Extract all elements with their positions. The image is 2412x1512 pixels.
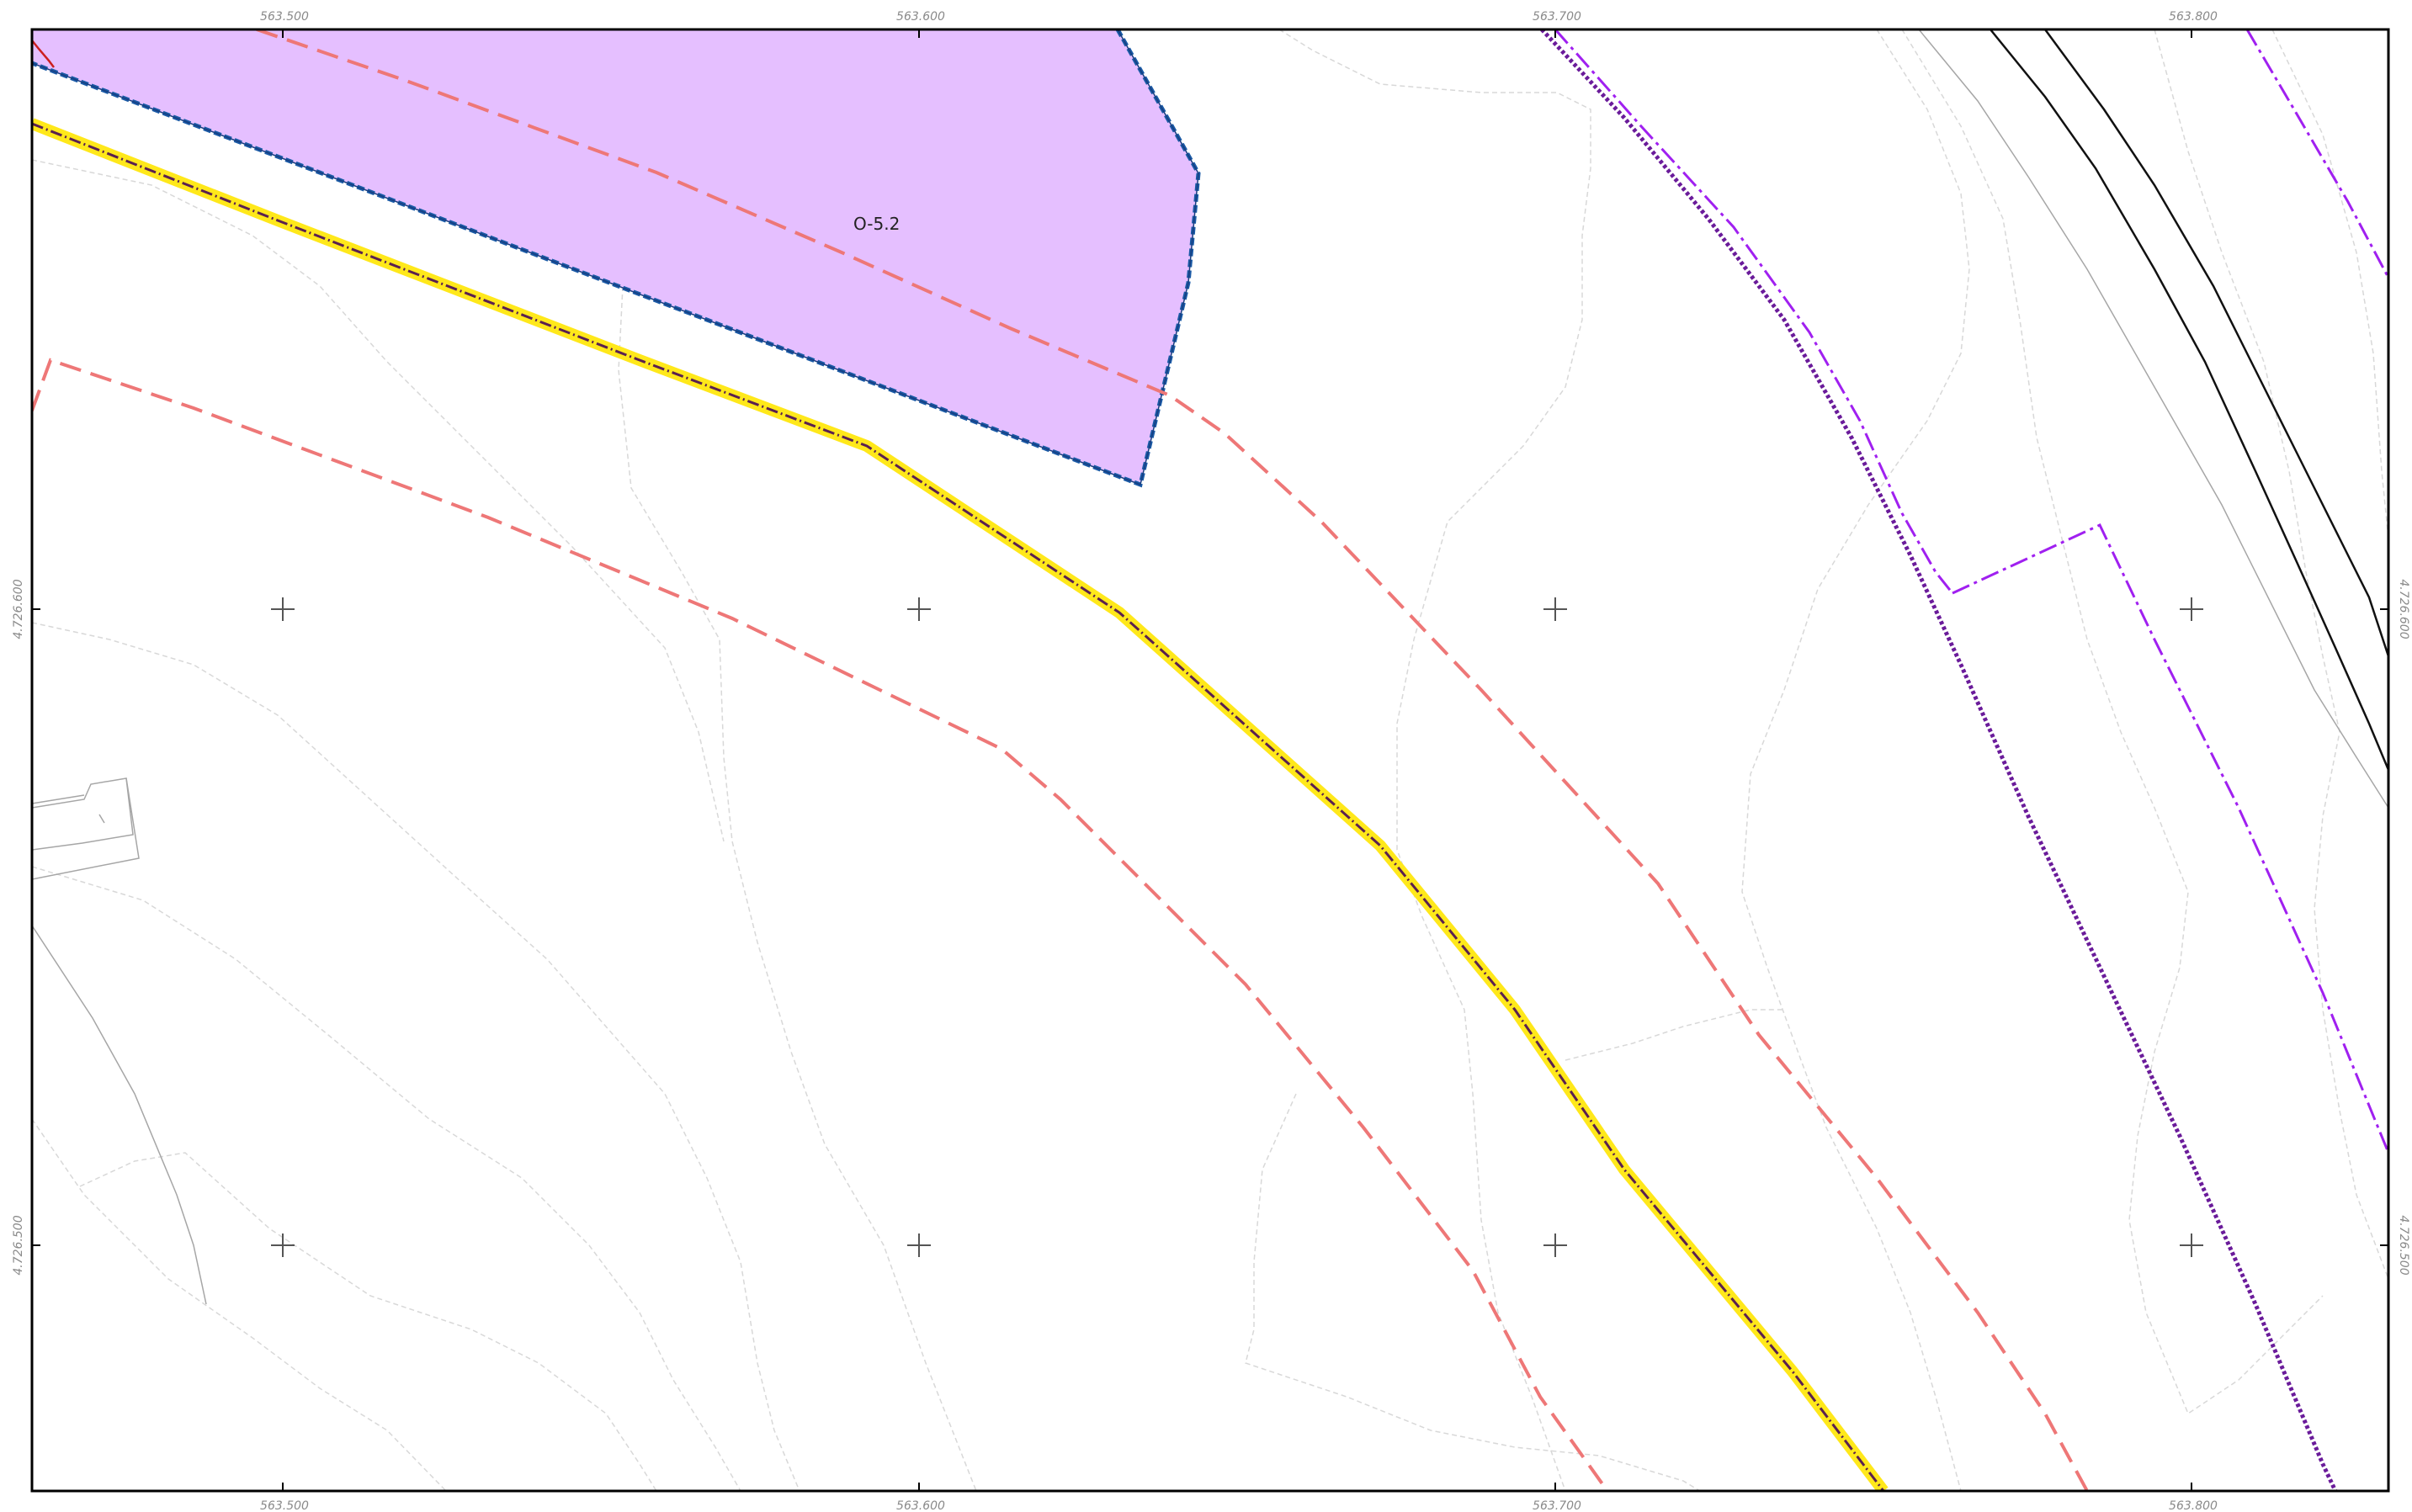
building-outline — [32, 778, 139, 879]
road-lines — [1990, 29, 2388, 770]
grid-cross — [2180, 597, 2203, 621]
contour-lines — [32, 29, 2388, 1491]
offset-line-south — [32, 360, 1607, 1491]
grid-cross — [1543, 1233, 1567, 1257]
easting-label: 563.700 — [1533, 10, 1581, 24]
building-outline — [32, 795, 84, 804]
zone-polygon-o-5-2[interactable] — [32, 29, 1198, 485]
northing-label: 4.726.500 — [12, 1215, 25, 1275]
easting-label: 563.800 — [2169, 10, 2218, 24]
easting-label: 563.500 — [260, 10, 309, 24]
grid-cross — [907, 1233, 931, 1257]
contour-line — [2272, 29, 2388, 538]
grid-cross — [271, 1233, 295, 1257]
contour-line — [32, 1119, 446, 1491]
easting-labels-top: 563.500 563.600 563.700 563.800 — [260, 10, 2218, 24]
easting-label: 563.600 — [896, 10, 945, 24]
grid-crosses — [271, 597, 2203, 1257]
grid-cross — [2180, 1233, 2203, 1257]
contour-line — [619, 286, 976, 1491]
northing-labels-right: 4.726.600 4.726.500 — [2397, 579, 2410, 1275]
easting-label: 563.500 — [260, 1499, 309, 1512]
contour-line — [1565, 1010, 1784, 1060]
dash-dot-line — [1555, 29, 1952, 593]
contour-line — [80, 1153, 656, 1491]
northing-label: 4.726.500 — [2397, 1215, 2410, 1275]
contour-line — [1742, 29, 1969, 1491]
contour-line — [1246, 1094, 1700, 1491]
zone-label: O-5.2 — [853, 214, 900, 234]
northing-label: 4.726.600 — [2397, 579, 2410, 639]
frame-ticks — [32, 29, 2388, 1491]
easting-label: 563.800 — [2169, 1499, 2218, 1512]
building-outlines — [32, 29, 2388, 1304]
purple-dotted-line — [1542, 29, 2335, 1491]
grid-cross — [1543, 597, 1567, 621]
contour-line — [32, 867, 741, 1491]
dash-dot-lines — [1555, 29, 2388, 1153]
road-edge — [1990, 29, 2388, 770]
grid-cross — [271, 597, 295, 621]
northing-label: 4.726.600 — [12, 579, 25, 639]
parcel-line — [32, 926, 206, 1304]
easting-label: 563.700 — [1533, 1499, 1581, 1512]
building-outline — [99, 814, 104, 823]
map-frame — [32, 29, 2388, 1491]
contour-line — [2154, 29, 2388, 1279]
map-content: O-5.2 — [32, 29, 2388, 1491]
easting-label: 563.600 — [896, 1499, 945, 1512]
contour-line — [32, 623, 800, 1491]
road-edge — [2045, 29, 2388, 656]
northing-labels-left: 4.726.600 4.726.500 — [12, 579, 25, 1275]
easting-labels-bottom: 563.500 563.600 563.700 563.800 — [260, 1499, 2218, 1512]
building-outline — [32, 778, 133, 850]
grid-cross — [907, 597, 931, 621]
parcel-line — [1919, 29, 2388, 808]
dash-dot-line — [2247, 29, 2388, 278]
